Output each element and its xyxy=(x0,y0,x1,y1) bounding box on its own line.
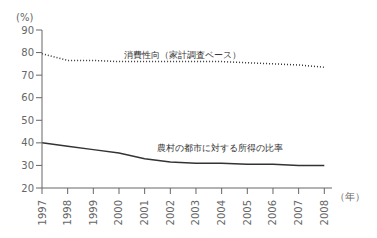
html-text:（年）: （年） xyxy=(335,191,365,202)
svg-text:80: 80 xyxy=(21,47,34,58)
svg-text:農村の都市に対する所得の比率: 農村の都市に対する所得の比率 xyxy=(157,143,283,153)
svg-text:70: 70 xyxy=(21,70,34,81)
svg-text:2004: 2004 xyxy=(216,200,227,225)
svg-text:90: 90 xyxy=(21,25,34,36)
svg-text:2000: 2000 xyxy=(113,200,124,225)
svg-text:2008: 2008 xyxy=(319,200,330,225)
svg-text:50: 50 xyxy=(21,115,34,126)
svg-text:30: 30 xyxy=(21,160,34,171)
svg-text:20: 20 xyxy=(21,183,34,194)
svg-text:40: 40 xyxy=(21,137,34,148)
svg-text:1998: 1998 xyxy=(62,200,73,225)
svg-text:1997: 1997 xyxy=(37,200,48,225)
svg-text:2007: 2007 xyxy=(293,200,304,225)
svg-text:消費性向（家計調査ベース）: 消費性向（家計調査ベース） xyxy=(124,50,241,60)
svg-text:1999: 1999 xyxy=(88,200,99,225)
svg-text:2003: 2003 xyxy=(190,200,201,225)
svg-text:2005: 2005 xyxy=(242,200,253,225)
svg-text:2002: 2002 xyxy=(165,200,176,225)
svg-text:2006: 2006 xyxy=(267,200,278,225)
svg-text:2001: 2001 xyxy=(139,200,150,225)
svg-text:60: 60 xyxy=(21,92,34,103)
